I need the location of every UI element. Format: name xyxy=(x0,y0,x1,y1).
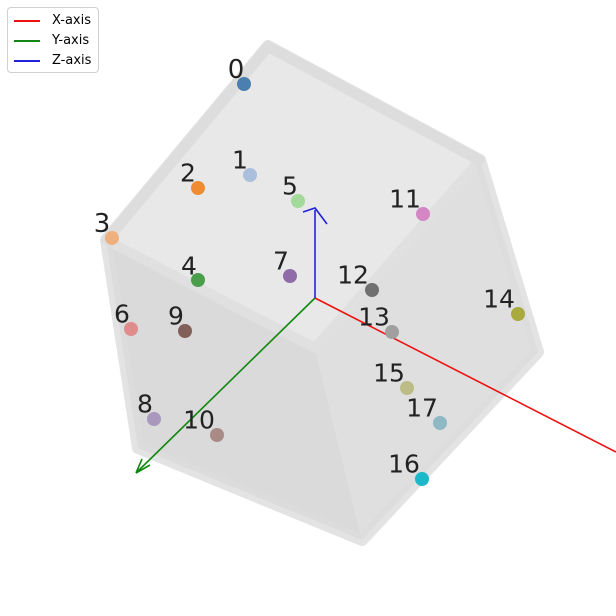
point-label-0: 0 xyxy=(228,55,245,85)
point-marker-5 xyxy=(291,194,305,208)
point-label-10: 10 xyxy=(183,406,215,435)
point-marker-2 xyxy=(191,181,205,195)
point-marker-17 xyxy=(433,416,447,430)
point-marker-13 xyxy=(385,325,399,339)
point-marker-7 xyxy=(283,269,297,283)
legend: X-axis Y-axis Z-axis xyxy=(7,7,99,73)
point-label-7: 7 xyxy=(273,247,289,276)
legend-swatch-x xyxy=(14,20,40,22)
point-label-11: 11 xyxy=(389,185,421,214)
point-marker-1 xyxy=(243,168,257,182)
y-axis-arrowhead xyxy=(135,458,151,474)
legend-swatch-y xyxy=(14,40,40,42)
point-label-4: 4 xyxy=(181,252,197,281)
point-label-6: 6 xyxy=(114,300,130,329)
point-label-16: 16 xyxy=(388,450,420,479)
legend-swatch-z xyxy=(14,60,40,62)
point-label-1: 1 xyxy=(232,146,248,175)
point-marker-4 xyxy=(191,273,205,287)
cube xyxy=(100,40,544,546)
axes xyxy=(135,207,616,474)
point-label-2: 2 xyxy=(180,159,196,188)
point-marker-0 xyxy=(237,77,251,91)
cube-outline xyxy=(100,40,544,546)
point-label-5: 5 xyxy=(282,172,298,201)
cube-face-left xyxy=(106,240,362,540)
point-marker-3 xyxy=(105,231,119,245)
point-label-15: 15 xyxy=(373,359,405,388)
point-marker-6 xyxy=(124,322,138,336)
legend-label-y-axis: Y-axis xyxy=(52,33,90,48)
point-marker-12 xyxy=(365,283,379,297)
point-label-8: 8 xyxy=(137,390,153,419)
x-axis-line xyxy=(314,297,616,453)
point-label-3: 3 xyxy=(94,209,111,239)
point-label-13: 13 xyxy=(358,303,390,332)
point-marker-11 xyxy=(416,207,430,221)
legend-label-z-axis: Z-axis xyxy=(52,53,92,68)
legend-label-x-axis: X-axis xyxy=(52,13,91,28)
point-marker-15 xyxy=(400,381,414,395)
point-marker-14 xyxy=(511,307,525,321)
point-label-12: 12 xyxy=(337,261,369,290)
y-axis-line xyxy=(135,297,316,474)
point-label-9: 9 xyxy=(168,302,184,331)
point-label-14: 14 xyxy=(483,285,515,314)
z-axis-arrowhead xyxy=(302,207,328,225)
point-marker-10 xyxy=(210,428,224,442)
point-marker-16 xyxy=(415,472,429,486)
cube-face-right xyxy=(315,160,538,540)
point-label-17: 17 xyxy=(406,394,438,423)
point-marker-9 xyxy=(178,324,192,338)
point-marker-8 xyxy=(147,412,161,426)
